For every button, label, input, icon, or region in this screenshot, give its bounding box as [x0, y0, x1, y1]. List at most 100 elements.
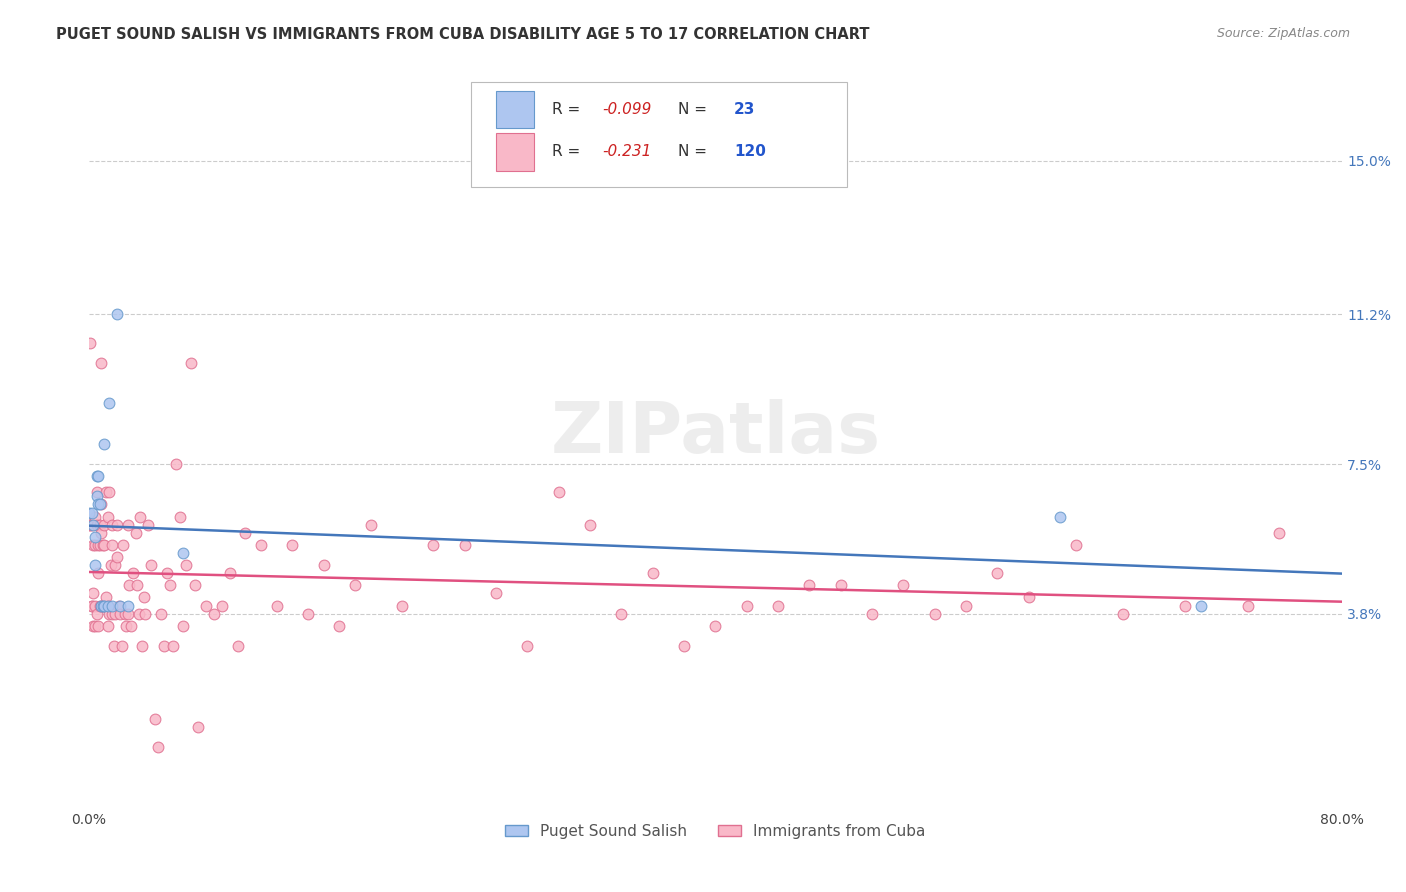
- Point: [84, 619, 107, 633]
- Point: [90, 356, 112, 370]
- Point: [125, 525, 148, 540]
- Point: [84, 509, 107, 524]
- Point: [641, 566, 664, 581]
- Point: [297, 607, 319, 621]
- Point: [87, 538, 110, 552]
- Point: [1064, 538, 1087, 552]
- Point: [118, 578, 141, 592]
- Point: [766, 599, 789, 613]
- Point: [79, 335, 101, 350]
- Point: [202, 607, 225, 621]
- Point: [90, 525, 112, 540]
- Point: [101, 517, 124, 532]
- Point: [84, 538, 107, 552]
- Point: [84, 530, 107, 544]
- Point: [93, 437, 115, 451]
- Point: [89, 538, 111, 552]
- Point: [146, 740, 169, 755]
- Point: [159, 578, 181, 592]
- Point: [360, 517, 382, 532]
- Point: [100, 558, 122, 573]
- Point: [131, 639, 153, 653]
- Point: [104, 558, 127, 573]
- Point: [87, 498, 110, 512]
- Point: [90, 599, 112, 613]
- Point: [82, 619, 104, 633]
- Text: N =: N =: [678, 103, 711, 117]
- Point: [924, 607, 946, 621]
- Point: [93, 538, 115, 552]
- Point: [108, 599, 131, 613]
- Text: N =: N =: [678, 145, 711, 160]
- Text: R =: R =: [553, 145, 586, 160]
- Point: [112, 538, 135, 552]
- Point: [80, 517, 103, 532]
- Point: [117, 599, 139, 613]
- Point: [955, 599, 977, 613]
- Point: [117, 607, 139, 621]
- Point: [184, 578, 207, 592]
- Point: [1189, 599, 1212, 613]
- Point: [77, 506, 100, 520]
- Point: [134, 607, 156, 621]
- Point: [91, 599, 114, 613]
- Point: [82, 586, 104, 600]
- Point: [91, 599, 114, 613]
- Point: [96, 599, 118, 613]
- Point: [187, 720, 209, 734]
- Text: -0.231: -0.231: [603, 145, 652, 160]
- Point: [94, 485, 117, 500]
- Point: [235, 525, 257, 540]
- Point: [485, 586, 508, 600]
- Point: [1268, 525, 1291, 540]
- Point: [96, 509, 118, 524]
- Text: PUGET SOUND SALISH VS IMMIGRANTS FROM CUBA DISABILITY AGE 5 TO 17 CORRELATION CH: PUGET SOUND SALISH VS IMMIGRANTS FROM CU…: [56, 27, 870, 42]
- Point: [226, 639, 249, 653]
- Point: [94, 591, 117, 605]
- Text: Source: ZipAtlas.com: Source: ZipAtlas.com: [1216, 27, 1350, 40]
- Point: [174, 558, 197, 573]
- Point: [79, 517, 101, 532]
- Point: [149, 607, 172, 621]
- Text: ZIPatlas: ZIPatlas: [550, 400, 880, 468]
- Point: [120, 619, 142, 633]
- Point: [77, 517, 100, 532]
- Point: [103, 639, 125, 653]
- FancyBboxPatch shape: [471, 82, 846, 186]
- Point: [735, 599, 758, 613]
- Point: [93, 599, 115, 613]
- Text: 120: 120: [734, 145, 766, 160]
- Point: [799, 578, 821, 592]
- FancyBboxPatch shape: [496, 133, 534, 170]
- Point: [86, 489, 108, 503]
- Point: [328, 619, 350, 633]
- Point: [93, 517, 115, 532]
- Point: [1018, 591, 1040, 605]
- Point: [107, 599, 129, 613]
- Point: [127, 578, 149, 592]
- Point: [86, 517, 108, 532]
- Point: [250, 538, 273, 552]
- Point: [84, 558, 107, 573]
- Point: [281, 538, 304, 552]
- Point: [96, 599, 118, 613]
- Point: [129, 509, 152, 524]
- Point: [166, 457, 188, 471]
- Point: [128, 607, 150, 621]
- Point: [312, 558, 335, 573]
- Point: [136, 517, 159, 532]
- Text: -0.099: -0.099: [603, 103, 652, 117]
- Point: [830, 578, 852, 592]
- Point: [141, 558, 163, 573]
- Text: 23: 23: [734, 103, 755, 117]
- Point: [673, 639, 696, 653]
- Text: R =: R =: [553, 103, 586, 117]
- Point: [1237, 599, 1260, 613]
- Point: [115, 619, 138, 633]
- Point: [89, 599, 111, 613]
- Point: [860, 607, 883, 621]
- Point: [143, 712, 166, 726]
- Point: [266, 599, 288, 613]
- Point: [96, 619, 118, 633]
- Point: [101, 607, 124, 621]
